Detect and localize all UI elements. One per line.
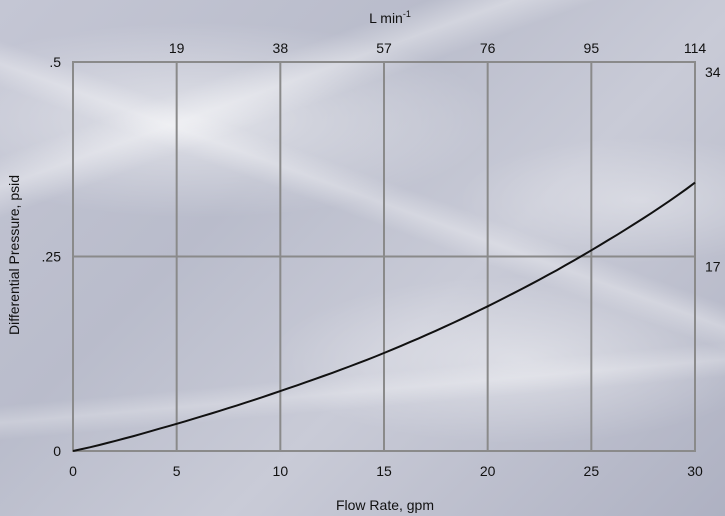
series-line <box>72 181 696 452</box>
top-tick-labels: 19 38 57 76 95 114 <box>169 40 706 56</box>
x-axis-title: Flow Rate, gpm <box>336 497 434 513</box>
top-tick-label: 57 <box>376 40 392 56</box>
top-axis-title-text: L min <box>369 10 403 26</box>
x-tick-label: 25 <box>584 463 600 479</box>
x-tick-label: 30 <box>687 463 703 479</box>
plot-frame <box>72 61 696 452</box>
x-tick-labels: 0 5 10 15 20 25 30 <box>69 463 703 479</box>
top-tick-label: 19 <box>169 40 185 56</box>
right-tick-label: 34 <box>705 64 721 80</box>
x-tick-label: 10 <box>273 463 289 479</box>
y-tick-label: 0 <box>53 443 61 459</box>
top-axis-title: L min-1 <box>369 9 411 26</box>
x-tick-label: 5 <box>173 463 181 479</box>
top-tick-label: 38 <box>273 40 289 56</box>
y-tick-label: .5 <box>49 54 61 70</box>
top-tick-label: 95 <box>584 40 600 56</box>
x-tick-label: 0 <box>69 463 77 479</box>
top-tick-label: 114 <box>684 40 707 56</box>
x-tick-label: 15 <box>376 463 392 479</box>
y-axis-title: Differential Pressure, psid <box>6 175 22 335</box>
grid-lines <box>73 62 695 451</box>
right-tick-label: 17 <box>705 259 721 275</box>
y-tick-label: .25 <box>42 249 62 265</box>
y-tick-labels: 0 .25 .5 <box>42 54 62 459</box>
top-axis-title-sup: -1 <box>403 9 411 19</box>
x-tick-label: 20 <box>480 463 496 479</box>
top-tick-label: 76 <box>480 40 496 56</box>
